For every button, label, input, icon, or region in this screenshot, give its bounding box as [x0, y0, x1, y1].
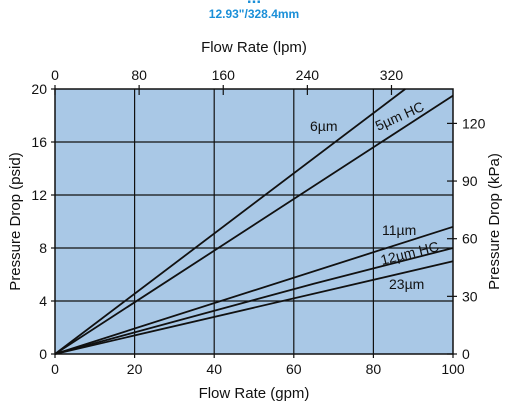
- y-tick-label: 20: [31, 81, 47, 97]
- top-x-tick-label: 160: [212, 67, 236, 83]
- series-label-2: 11µm: [382, 222, 416, 238]
- series-lines: [54, 88, 454, 355]
- y-axis-label: Pressure Drop (psid): [7, 152, 24, 290]
- grid-lines: [55, 89, 453, 354]
- y-tick-label: 0: [39, 346, 47, 362]
- y-tick-label: 12: [31, 187, 47, 203]
- plot-border: [54, 88, 454, 355]
- x-tick-label: 80: [366, 361, 382, 377]
- right-y-tick-label: 120: [462, 115, 486, 131]
- x-tick-label: 40: [206, 361, 222, 377]
- series-line-2: [54, 225, 454, 355]
- plot-area: [55, 89, 453, 354]
- series-line-3: [54, 247, 454, 355]
- y-tick-label: 4: [39, 293, 47, 309]
- top-x-axis-label: Flow Rate (lpm): [201, 39, 307, 56]
- right-y-tick-label: 0: [462, 346, 470, 362]
- x-axis-label: Flow Rate (gpm): [199, 385, 310, 402]
- x-tick-label: 0: [51, 361, 59, 377]
- y-tick-label: 8: [39, 240, 47, 256]
- top-x-tick-label: 240: [296, 67, 320, 83]
- series-label-4: 23µm: [389, 276, 424, 292]
- x-tick-label: 100: [441, 361, 465, 377]
- series-line-0: [54, 88, 406, 355]
- chart-title: ...: [0, 0, 508, 8]
- right-y-tick-label: 60: [462, 231, 478, 247]
- series-line-4: [54, 260, 454, 355]
- series-label-0: 6µm: [310, 118, 338, 134]
- top-x-tick-label: 320: [380, 67, 404, 83]
- x-tick-label: 60: [286, 361, 302, 377]
- right-y-tick-label: 30: [462, 288, 478, 304]
- top-x-tick-label: 0: [51, 67, 59, 83]
- right-y-tick-label: 90: [462, 173, 478, 189]
- top-x-tick-label: 80: [131, 67, 147, 83]
- series-line-1: [54, 94, 454, 355]
- chart-subtitle: 12.93"/328.4mm: [208, 7, 300, 21]
- right-y-axis-label: Pressure Drop (kPa): [486, 153, 503, 290]
- x-tick-label: 20: [127, 361, 143, 377]
- y-tick-label: 16: [31, 134, 47, 150]
